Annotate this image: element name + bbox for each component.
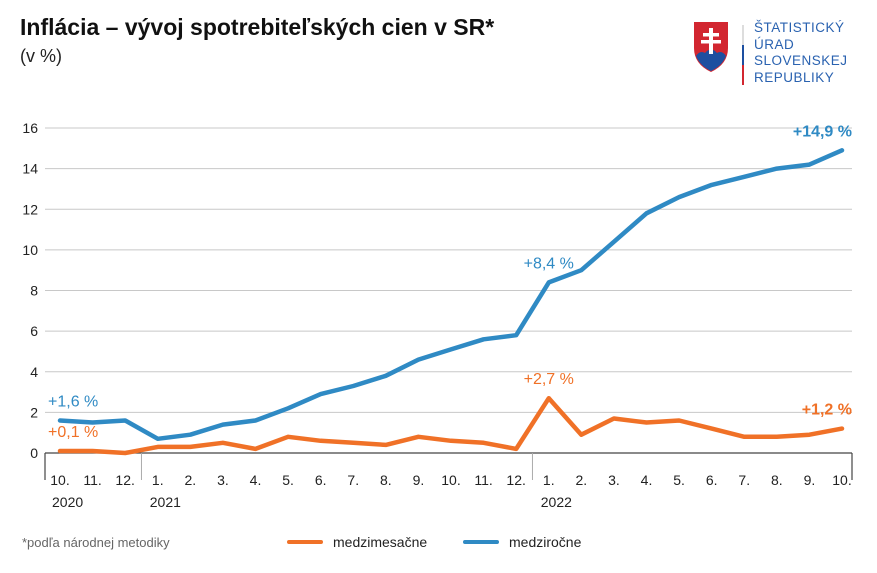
x-tick-label: 2.	[184, 472, 196, 488]
x-tick-label: 5.	[282, 472, 294, 488]
logo-line: ÚRAD	[754, 36, 795, 52]
x-tick-label: 2.	[575, 472, 587, 488]
legend-swatch	[463, 540, 499, 544]
x-tick-label: 8.	[771, 472, 783, 488]
data-label: +14,9 %	[793, 123, 852, 140]
x-tick-label: 9.	[413, 472, 425, 488]
y-tick-label: 0	[30, 445, 38, 461]
series-line-medzirocne	[57, 148, 845, 442]
y-tick-label: 2	[30, 404, 38, 420]
series-line-medzimesacne	[57, 395, 845, 456]
slovak-coat-of-arms-logo	[694, 22, 744, 85]
x-tick-label: 10.	[832, 472, 851, 488]
y-tick-label: 10	[22, 242, 38, 258]
y-tick-label: 16	[22, 120, 38, 136]
x-tick-label: 1.	[152, 472, 164, 488]
y-tick-label: 14	[22, 161, 38, 177]
data-label: +0,1 %	[48, 424, 98, 441]
year-label: 2021	[150, 494, 181, 510]
logo-line: REPUBLIKY	[754, 69, 835, 85]
x-tick-label: 4.	[250, 472, 262, 488]
x-tick-label: 11.	[83, 472, 101, 488]
x-tick-label: 10.	[441, 472, 460, 488]
x-tick-label: 7.	[347, 472, 359, 488]
x-tick-label: 4.	[641, 472, 653, 488]
legend-item-medzimesacne: medzimesačne	[287, 534, 427, 550]
x-tick-label: 3.	[608, 472, 620, 488]
year-label: 2022	[541, 494, 572, 510]
data-label: +1,6 %	[48, 394, 98, 411]
logo-line: SLOVENSKEJ	[754, 53, 848, 68]
chart-title: Inflácia – vývoj spotrebiteľských cien v…	[20, 14, 495, 40]
logo-line: ŠTATISTICKÝ	[754, 20, 845, 35]
chart-subtitle: (v %)	[20, 46, 62, 66]
data-label: +1,2 %	[802, 402, 852, 419]
x-tick-label: 1.	[543, 472, 555, 488]
year-label: 2020	[52, 494, 83, 510]
legend-label: medzimesačne	[333, 534, 428, 550]
y-tick-label: 6	[30, 323, 38, 339]
x-tick-label: 5.	[673, 472, 685, 488]
legend-item-medzirocne: medziročne	[463, 534, 581, 550]
y-tick-label: 8	[30, 283, 38, 299]
x-tick-label: 11.	[474, 472, 492, 488]
x-tick-label: 10.	[50, 472, 69, 488]
footnote: *podľa národnej metodiky	[22, 535, 170, 550]
x-tick-label: 12.	[115, 472, 134, 488]
y-tick-label: 12	[22, 201, 38, 217]
legend-label: medziročne	[509, 534, 582, 550]
logo-text: ŠTATISTICKÝ ÚRAD SLOVENSKEJ REPUBLIKY	[754, 20, 848, 86]
x-tick-label: 7.	[738, 472, 750, 488]
x-tick-label: 3.	[217, 472, 229, 488]
x-tick-label: 6.	[706, 472, 718, 488]
y-tick-label: 4	[30, 364, 38, 380]
data-label: +8,4 %	[524, 255, 574, 272]
x-tick-label: 12.	[506, 472, 525, 488]
x-tick-label: 6.	[315, 472, 327, 488]
x-tick-label: 9.	[804, 472, 816, 488]
legend-swatch	[287, 540, 323, 544]
data-label: +2,7 %	[524, 371, 574, 388]
x-tick-label: 8.	[380, 472, 392, 488]
